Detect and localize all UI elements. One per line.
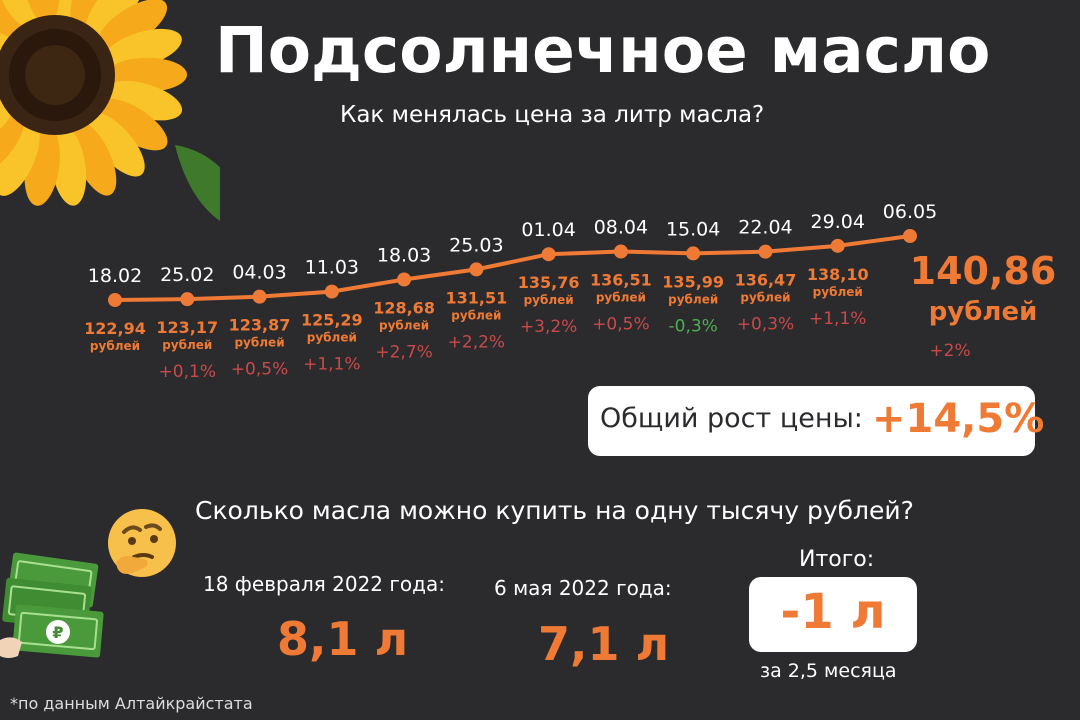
result-box	[749, 577, 917, 652]
change-label: +2,7%	[375, 343, 432, 363]
total-growth-value: +14,5%	[872, 396, 1045, 442]
svg-text:₽: ₽	[52, 623, 63, 642]
page-subtitle: Как менялась цена за литр масла?	[340, 102, 765, 128]
unit-label: рублей	[307, 331, 357, 345]
date2-label: 6 мая 2022 года:	[494, 576, 672, 600]
unit-label: рублей	[740, 291, 790, 305]
thinking-face-icon	[108, 509, 176, 577]
price-label: 135,99	[662, 272, 724, 291]
unit-label: рублей	[451, 308, 501, 322]
change-label: +0,1%	[159, 362, 216, 382]
total-growth-box	[588, 386, 1035, 456]
result-period: за 2,5 месяца	[760, 660, 897, 682]
data-point	[903, 229, 917, 243]
change-label: +2,2%	[448, 332, 505, 352]
change-label: +2%	[929, 341, 970, 361]
data-point	[252, 289, 267, 304]
data-point	[686, 246, 701, 261]
price-label: 138,10	[807, 265, 869, 284]
price-label: 136,51	[590, 271, 652, 290]
unit-label: рублей	[668, 292, 718, 306]
result-title: Итого:	[799, 547, 875, 572]
date-tick-label: 18.02	[88, 265, 142, 287]
price-label: 131,51	[445, 288, 507, 307]
unit-label: рублей	[524, 293, 574, 307]
data-point	[324, 284, 339, 299]
price-label: 123,17	[156, 318, 218, 337]
date-tick-label: 25.02	[160, 264, 214, 286]
date-tick-label: 01.04	[521, 219, 575, 241]
price-line-chart: 18.02122,94рублей25.02123,17рублей+0,1%0…	[84, 201, 1057, 382]
price-line	[114, 234, 911, 302]
change-label: +1,1%	[809, 309, 866, 329]
final-price-label: 140,86	[910, 249, 1057, 293]
data-point	[830, 238, 845, 253]
footnote: *по данным Алтайкрайстата	[10, 694, 253, 713]
price-label: 123,87	[229, 316, 291, 335]
unit-label: рублей	[90, 339, 140, 353]
final-unit-label: рублей	[929, 297, 1038, 327]
date-tick-label: 18.03	[377, 245, 431, 267]
change-label: +1,1%	[303, 355, 360, 375]
date-tick-label: 11.03	[305, 257, 359, 279]
change-label: +0,5%	[592, 315, 649, 335]
price-label: 122,94	[84, 319, 146, 338]
change-label: +0,5%	[231, 360, 288, 380]
unit-label: рублей	[379, 319, 429, 333]
price-label: 128,68	[373, 299, 435, 318]
unit-label: рублей	[234, 336, 284, 350]
price-label: 135,76	[518, 273, 580, 292]
total-growth-label: Общий рост цены:	[600, 403, 863, 434]
data-point	[758, 244, 773, 259]
result-value: -1 л	[780, 584, 886, 640]
change-label: +0,3%	[737, 315, 794, 335]
purchase-question: Сколько масла можно купить на одну тысяч…	[195, 496, 914, 525]
unit-label: рублей	[813, 285, 863, 299]
price-label: 136,47	[735, 271, 797, 290]
data-point	[397, 272, 412, 287]
price-label: 125,29	[301, 311, 363, 330]
unit-label: рублей	[596, 291, 646, 305]
date-tick-label: 06.05	[883, 201, 937, 223]
date-tick-label: 15.04	[666, 218, 720, 240]
date-tick-label: 04.03	[232, 262, 286, 284]
data-point	[613, 244, 628, 259]
sunflower-icon	[0, 0, 220, 221]
data-point	[180, 292, 195, 307]
unit-label: рублей	[162, 338, 212, 352]
value1: 8,1 л	[277, 612, 409, 666]
data-point	[469, 262, 484, 277]
date-tick-label: 29.04	[811, 211, 865, 233]
date-tick-label: 22.04	[738, 217, 792, 239]
value2: 7,1 л	[538, 617, 670, 671]
date1-label: 18 февраля 2022 года:	[203, 572, 445, 596]
change-label: +3,2%	[520, 317, 577, 337]
change-label: -0,3%	[669, 316, 718, 336]
data-point	[541, 247, 556, 262]
date-tick-label: 25.03	[449, 234, 503, 256]
date-tick-label: 08.04	[594, 217, 648, 239]
data-point	[108, 293, 122, 307]
page-title: Подсолнечное масло	[215, 14, 991, 87]
money-icon: ₽	[0, 552, 104, 658]
